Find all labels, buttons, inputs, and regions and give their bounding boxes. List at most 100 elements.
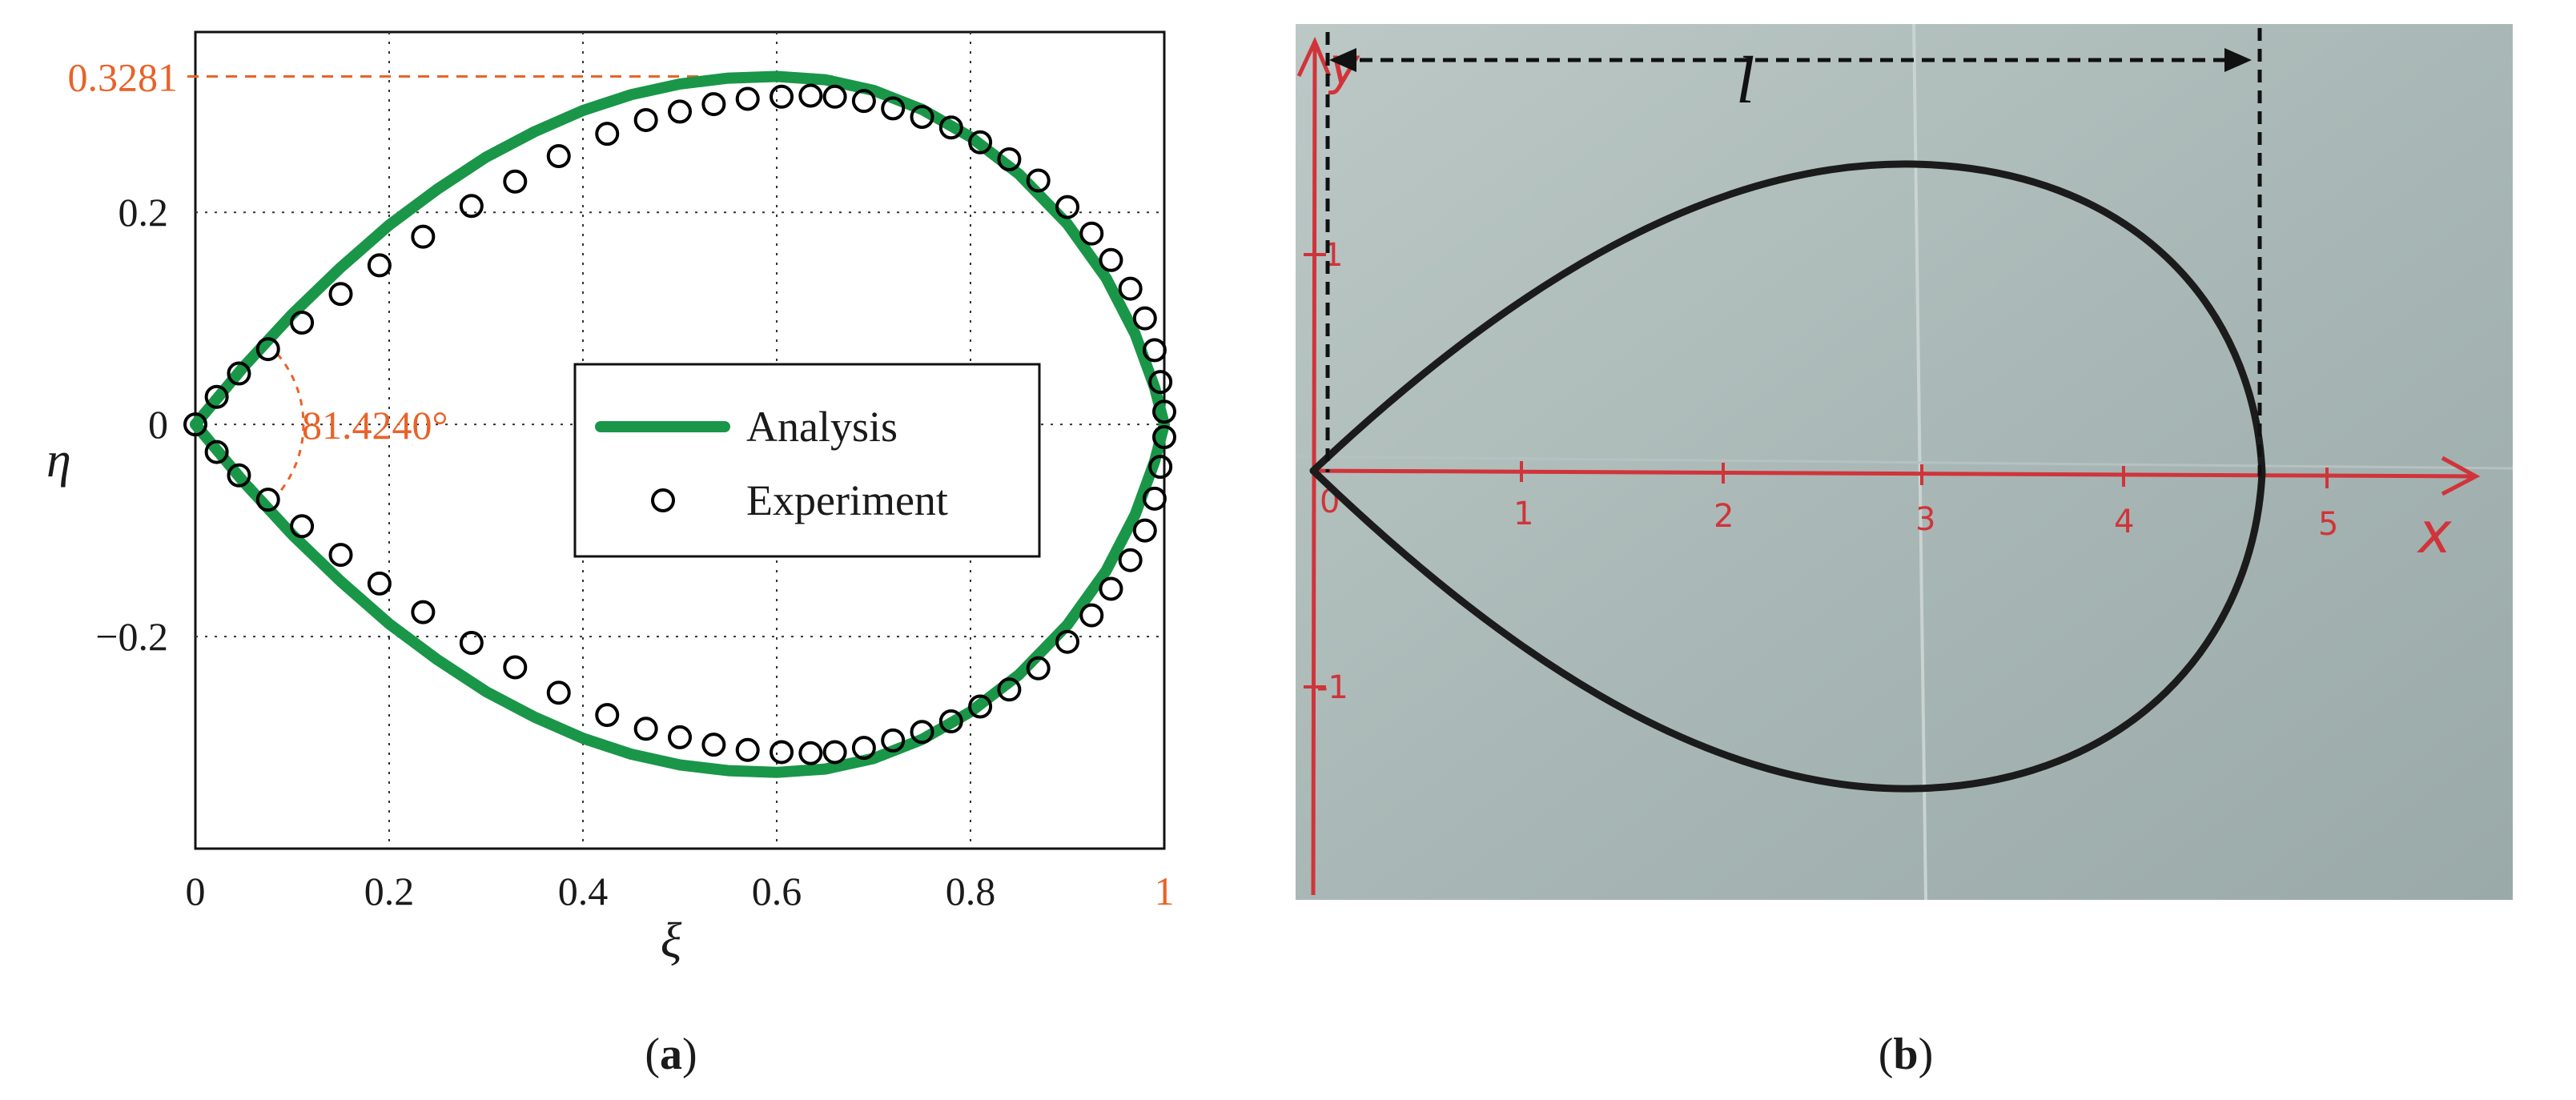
- photo-y-arrow: [1296, 36, 1332, 78]
- x-tick-label: 1: [1155, 869, 1175, 913]
- length-arrow-left: [1329, 48, 1356, 72]
- legend-box: [573, 363, 1041, 558]
- photo-teardrop-curve: [1309, 160, 2266, 793]
- experiment-point: [1118, 276, 1143, 301]
- photo-x-axis: [1309, 468, 2477, 479]
- experiment-point: [204, 440, 229, 464]
- experiment-point: [1132, 518, 1157, 543]
- experiment-point: [367, 253, 392, 278]
- experiment-point: [1118, 548, 1143, 572]
- experiment-point: [633, 717, 658, 741]
- experiment-point: [1099, 576, 1123, 601]
- caption-a-close: ): [682, 1030, 697, 1079]
- paper-fold-horizontal: [1295, 455, 2514, 470]
- experiment-point: [459, 631, 484, 656]
- caption-b-close: ): [1919, 1030, 1934, 1079]
- experiment-point: [881, 728, 906, 753]
- experiment-point: [938, 115, 963, 140]
- caption-a: (a): [645, 1030, 697, 1079]
- legend-experiment-marker: [651, 488, 675, 512]
- experiment-point: [227, 361, 251, 386]
- experiment-point: [1055, 629, 1079, 654]
- experiment-point: [328, 543, 353, 568]
- photo-y-tick-label-neg1: -1: [1316, 669, 1348, 706]
- x-tick-labels: 0 0.2 0.4 0.6 0.8 1: [186, 869, 1175, 913]
- x-tick-label: 0.8: [946, 869, 996, 913]
- tip-angle-arc: [276, 353, 305, 496]
- experiment-point: [1026, 656, 1051, 680]
- photo-x-ticks: [1520, 461, 2329, 488]
- x-axis-symbol: ξ: [661, 913, 682, 968]
- experiment-point: [204, 384, 229, 409]
- experiment-point: [881, 96, 906, 121]
- experiment-point: [255, 488, 280, 512]
- experiment-point: [770, 84, 794, 109]
- experiment-point: [1148, 370, 1173, 395]
- panel-b-photo: 0 1 2 3 4 5 x 1 -1 y l (b): [1295, 23, 2514, 1079]
- experiment-point: [1148, 455, 1173, 480]
- photo-x-arrow: [2441, 456, 2481, 496]
- caption-b: (b): [1879, 1030, 1933, 1079]
- photo-x-tick-label-2: 2: [1714, 498, 1734, 535]
- experiment-point: [595, 703, 620, 728]
- experiment-point: [735, 737, 760, 762]
- photo-x-tick-label-3: 3: [1915, 501, 1935, 538]
- experiment-point: [910, 104, 934, 129]
- experiment-point: [1132, 306, 1157, 331]
- experiment-point: [183, 412, 207, 437]
- experiment-point: [290, 514, 315, 539]
- photo-x-tick-label-4: 4: [2114, 504, 2134, 540]
- length-arrow-right: [2224, 48, 2252, 72]
- experiment-point: [1142, 486, 1167, 511]
- experiment-point: [546, 680, 571, 705]
- experiment-point: [822, 740, 847, 765]
- experiment-point: [1026, 168, 1051, 193]
- experiment-point: [798, 741, 823, 765]
- experiment-point: [1055, 195, 1079, 219]
- tip-angle-label: 81.4240°: [302, 403, 448, 448]
- experiment-point: [1099, 247, 1123, 272]
- experiment-point: [770, 740, 794, 765]
- experiment-point: [459, 194, 484, 219]
- series-experiment-points: [183, 83, 1176, 765]
- experiment-point: [851, 736, 876, 761]
- experiment-point: [1142, 338, 1167, 363]
- y-tick-label: −0.2: [95, 614, 168, 659]
- panel-a-chart: 0 0.2 0.4 0.6 0.8 1 0.20−0.2 0.3281 81.4240° …: [46, 30, 1176, 1079]
- y-tick-label: 0.2: [119, 190, 169, 235]
- experiment-point: [968, 694, 993, 719]
- peak-value-label: 0.3281: [68, 55, 179, 100]
- legend-analysis-label: Analysis: [746, 403, 898, 451]
- y-tick-label: 0: [148, 402, 168, 447]
- x-tick-label: 0: [186, 869, 206, 913]
- caption-b-open: (: [1879, 1030, 1894, 1079]
- experiment-point: [633, 107, 658, 132]
- experiment-point: [290, 310, 315, 335]
- legend-experiment-label: Experiment: [746, 476, 948, 524]
- series-analysis-line: [190, 70, 1170, 778]
- experiment-point: [968, 130, 993, 155]
- experiment-point: [701, 92, 726, 117]
- x-tick-label: 0.2: [364, 869, 415, 913]
- experiment-point: [546, 143, 571, 168]
- experiment-point: [997, 677, 1022, 702]
- length-label: l: [1736, 43, 1754, 118]
- experiment-point: [227, 463, 251, 488]
- caption-b-letter: b: [1893, 1030, 1918, 1079]
- experiment-point: [701, 733, 726, 757]
- experiment-point: [595, 122, 620, 147]
- experiment-point: [798, 83, 823, 108]
- experiment-point: [910, 720, 934, 745]
- experiment-point: [938, 709, 963, 734]
- experiment-point: [503, 655, 528, 680]
- experiment-point: [503, 169, 528, 194]
- y-axis-symbol: η: [46, 433, 71, 488]
- experiment-point: [668, 725, 692, 749]
- experiment-point: [367, 571, 392, 596]
- experiment-point: [851, 89, 876, 114]
- photo-x-tick-label-1: 1: [1513, 496, 1533, 532]
- y-tick-labels: 0.2 0 −0.2: [95, 190, 168, 659]
- experiment-point: [411, 224, 436, 249]
- experiment-point: [997, 147, 1022, 171]
- x-tick-label: 0.4: [558, 869, 609, 913]
